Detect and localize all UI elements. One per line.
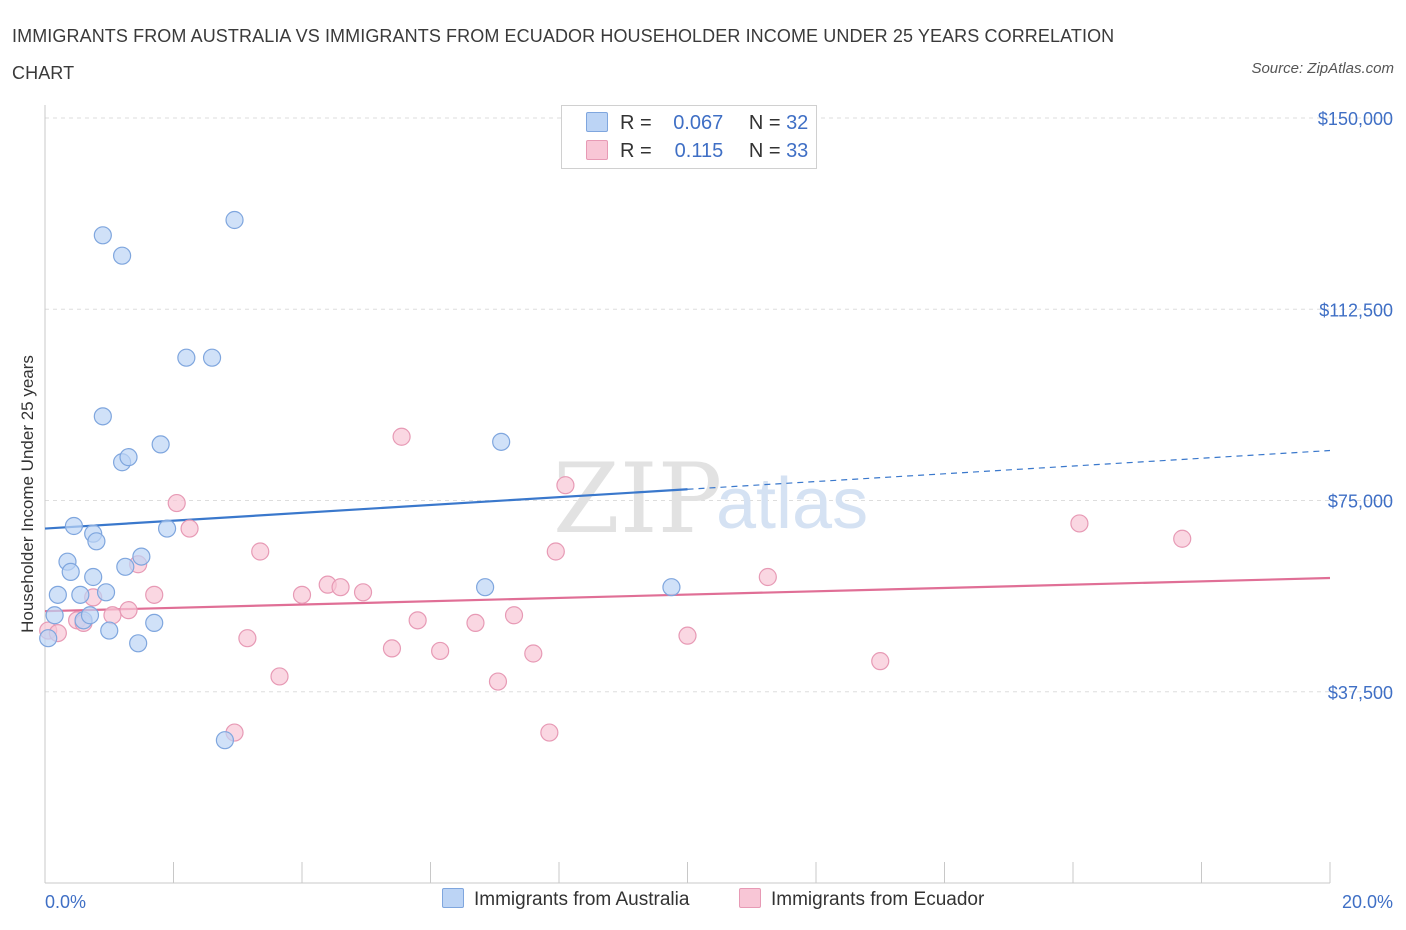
ecuador-point (546, 542, 565, 561)
watermark-atlas: atlas (716, 464, 868, 544)
y-tick-label: $112,500 (1319, 300, 1393, 320)
australia-point (112, 246, 132, 265)
y-tick-labels: $37,500 $75,000 $112,500 $150,000 (1318, 109, 1393, 703)
australia-point (225, 210, 244, 230)
ecuador-point (524, 644, 543, 663)
australia-swatch (586, 112, 608, 132)
australia-point (157, 519, 177, 538)
ecuador-point (408, 611, 427, 630)
australia-point (39, 629, 58, 648)
ecuador-point (466, 613, 485, 633)
y-tick-label: $150,000 (1318, 109, 1393, 129)
correlation-legend: R = 0.067 N = 32 R = 0.115 N = 33 (561, 105, 817, 169)
ecuador-point (119, 601, 138, 620)
australia-point (48, 585, 67, 604)
source-label: Source: ZipAtlas.com (1251, 60, 1394, 77)
ecuador-point (145, 585, 164, 604)
australia-point (119, 448, 138, 467)
ecuador-legend-swatch (739, 888, 761, 908)
australia-point (100, 621, 119, 640)
legend-row-australia: R = 0.067 N = 32 (586, 112, 808, 135)
legend-n-ecuador: 33 (786, 140, 809, 162)
ecuador-point (251, 542, 270, 561)
legend-r-label: R = (620, 140, 652, 162)
australia-trend-extension (687, 449, 1331, 490)
australia-trend-line (44, 488, 688, 530)
ecuador-point (1070, 514, 1089, 533)
ecuador-point (678, 626, 697, 645)
legend-n-australia: 32 (786, 112, 809, 134)
y-axis-label: Householder Income Under 25 years (18, 355, 37, 633)
ecuador-point (871, 652, 890, 671)
legend-r-label: R = (620, 112, 652, 134)
ecuador-point (180, 519, 199, 538)
ecuador-point (504, 606, 524, 625)
australia-point (177, 348, 196, 367)
australia-point (151, 435, 170, 454)
australia-point (80, 606, 100, 625)
ecuador-point (238, 629, 257, 648)
bottom-legend-australia: Immigrants from Australia (442, 888, 689, 911)
australia-point (96, 583, 116, 602)
ecuador-point (270, 667, 289, 686)
ecuador-point (331, 578, 350, 597)
australia-point (93, 226, 112, 245)
australia-point (45, 606, 64, 625)
legend-n-label: N = (748, 112, 781, 134)
ecuador-point (488, 672, 508, 691)
australia-point (87, 532, 106, 551)
australia-point (215, 731, 234, 750)
chart-title: IMMIGRANTS FROM AUSTRALIA VS IMMIGRANTS … (12, 26, 1115, 83)
bottom-legend-ecuador: Immigrants from Ecuador (739, 888, 984, 911)
legend-r-australia: 0.067 (673, 112, 724, 134)
australia-point (84, 567, 103, 587)
australia-point (61, 562, 80, 582)
ecuador-point (431, 641, 450, 661)
ecuador-point (758, 567, 777, 587)
ecuador-point (556, 476, 575, 495)
australia-point (116, 557, 135, 576)
australia-point (145, 613, 164, 633)
australia-point (71, 585, 90, 604)
legend-r-ecuador: 0.115 (674, 140, 724, 162)
australia-point (492, 432, 511, 451)
ecuador-point (167, 493, 186, 513)
ecuador-point (353, 583, 373, 602)
data-points (39, 210, 1192, 750)
ecuador-point (103, 606, 122, 625)
y-tick-label: $37,500 (1328, 683, 1393, 703)
australia-legend-label: Immigrants from Australia (474, 889, 690, 910)
trend-lines (44, 449, 1331, 613)
x-tick-marks (44, 862, 1331, 883)
legend-n-label: N = (748, 140, 781, 162)
australia-point (476, 578, 495, 597)
australia-point (202, 348, 222, 367)
legend-row-ecuador: R = 0.115 N = 33 (586, 140, 808, 163)
ecuador-point (540, 723, 559, 742)
australia-point (64, 516, 84, 536)
australia-point (93, 407, 112, 426)
ecuador-swatch (586, 140, 608, 160)
australia-point (662, 578, 681, 597)
ecuador-trend-line (44, 576, 1331, 613)
ecuador-point (382, 639, 402, 658)
x-tick-label-min: 0.0% (45, 892, 86, 912)
ecuador-legend-label: Immigrants from Ecuador (771, 889, 985, 910)
ecuador-point (292, 585, 312, 604)
x-tick-label-max: 20.0% (1342, 892, 1393, 912)
ecuador-point (1173, 529, 1192, 548)
y-tick-label: $75,000 (1328, 492, 1393, 512)
australia-legend-swatch (442, 888, 464, 908)
australia-point (132, 547, 151, 566)
australia-point (129, 634, 148, 653)
watermark-zip: ZIP (553, 443, 722, 555)
ecuador-point (392, 427, 411, 446)
